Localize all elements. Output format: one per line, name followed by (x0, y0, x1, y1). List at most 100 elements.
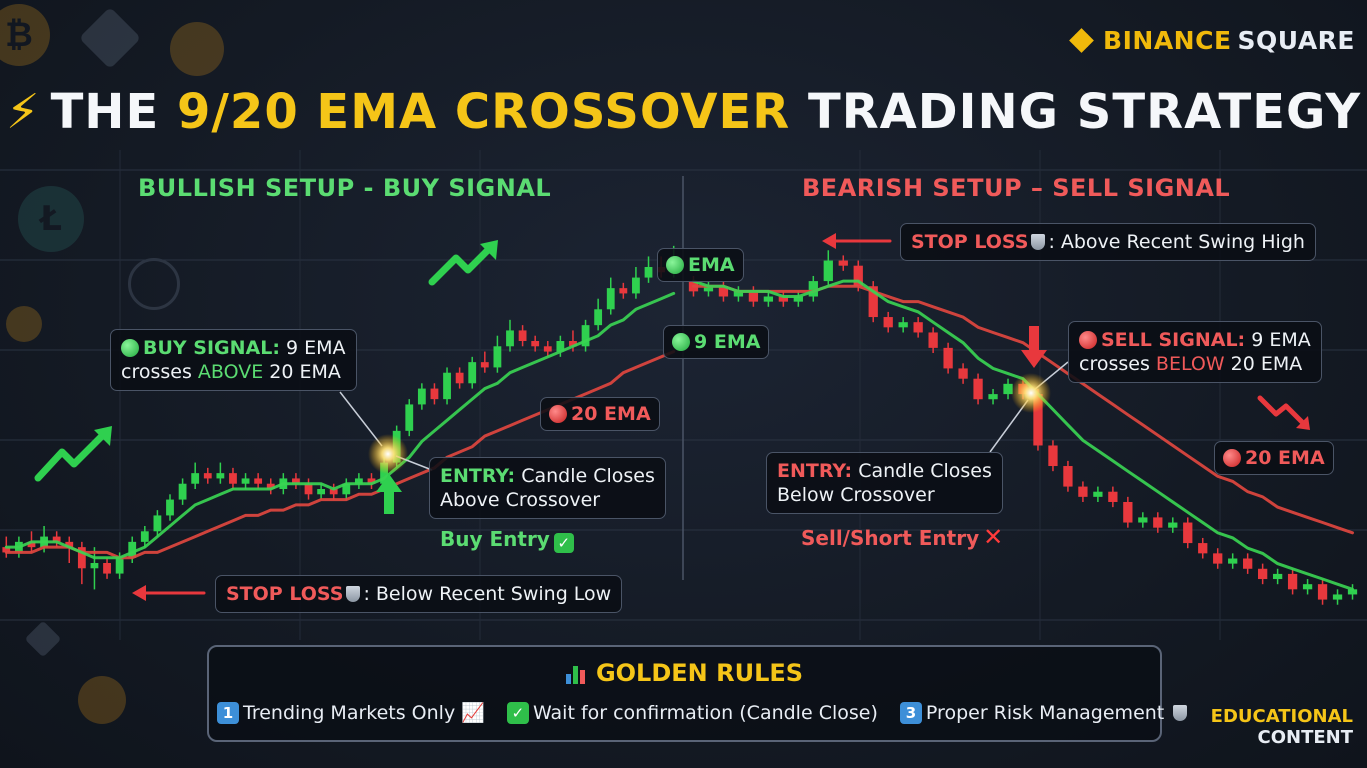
lightning-bolt-icon: ⚡ (5, 84, 41, 140)
sell-signal-text-2a: crosses (1079, 353, 1150, 375)
candle-body (1093, 491, 1103, 497)
entry-down-arrow-icon (1021, 326, 1047, 368)
buy-signal-text-2a: crosses (121, 361, 192, 383)
candle-body (569, 341, 577, 347)
candle-body (1243, 558, 1253, 569)
candle-body (417, 388, 426, 405)
trend-up-arrowhead (94, 426, 112, 446)
candle-body (823, 260, 833, 282)
shield-icon (346, 586, 361, 602)
bull-stop-label: STOP LOSS (226, 583, 344, 605)
check-icon: ✓ (553, 533, 574, 553)
ema20-label-bear: 20 EMA (1214, 441, 1334, 475)
trend-down-arrowhead (1296, 416, 1310, 430)
candle-body (883, 317, 893, 328)
red-dot-icon (1223, 449, 1241, 467)
candle-body (304, 483, 313, 495)
trend-chart-icon: 📈 (461, 702, 485, 724)
litecoin-icon: Ł (18, 186, 84, 252)
candle-body (748, 291, 759, 302)
ema9-label: 9 EMA (663, 325, 770, 359)
candle-body (1048, 445, 1058, 467)
bnb-coin-icon (170, 22, 224, 76)
brand-logo: BINANCE SQUARE (1069, 26, 1355, 55)
candle-body (838, 260, 848, 266)
candle-body (405, 404, 414, 431)
sell-signal-label: SELL SIGNAL: (1101, 329, 1246, 351)
cross-icon: ✕ (983, 523, 1004, 551)
candle-body (493, 346, 502, 368)
candle-body (342, 483, 351, 495)
title-part-1: THE (50, 84, 160, 140)
bear-stop-loss-callout: STOP LOSS: Above Recent Swing High (900, 223, 1316, 261)
candle-body (1003, 383, 1013, 395)
candle-body (1168, 522, 1178, 528)
rule-item-3: 3 Proper Risk Management (899, 702, 1190, 724)
buy-signal-text-2c: 20 EMA (269, 361, 341, 383)
bear-crossover-glow (1011, 373, 1051, 413)
trend-up-arrow-icon (34, 428, 110, 482)
bull-stop-loss-callout: STOP LOSS: Below Recent Swing Low (215, 575, 623, 613)
bear-entry-text-2: Below Crossover (777, 484, 935, 506)
bnb-coin-icon (78, 676, 126, 724)
candle-body (763, 296, 774, 302)
rule-item-2: ✓ Wait for confirmation (Candle Close) (506, 702, 878, 724)
candle-body (1123, 501, 1133, 523)
candle-body (266, 483, 275, 489)
candle-body (2, 547, 11, 553)
candle-body (594, 309, 603, 326)
candle-body (1198, 543, 1208, 554)
candle-body (973, 378, 983, 400)
candle-body (443, 372, 451, 400)
candle-body (166, 499, 174, 516)
candle-body (115, 557, 124, 574)
candle-body (1302, 584, 1313, 590)
bar-chart-icon (565, 662, 590, 684)
candle-body (1317, 584, 1328, 600)
candle-body (644, 267, 653, 278)
red-dot-icon (1079, 331, 1097, 349)
candle-body (1332, 594, 1343, 600)
candle-body (943, 347, 953, 369)
title-part-2: TRADING STRATEGY (807, 84, 1362, 140)
candle-body (229, 473, 237, 484)
buy-signal-callout: BUY SIGNAL: 9 EMA crosses ABOVE 20 EMA (110, 329, 357, 391)
trend-up-arrowhead (480, 240, 498, 260)
buy-entry-label: Buy Entry ✓ (440, 527, 574, 553)
candle-body (65, 541, 74, 548)
candle-body (128, 541, 137, 558)
stop-loss-arrowhead-bull (132, 585, 146, 601)
bear-stop-label: STOP LOSS (911, 231, 1029, 253)
buy-signal-text-2b: ABOVE (197, 361, 264, 383)
candle-body (241, 478, 250, 484)
candle-body (531, 341, 540, 347)
bull-entry-callout: ENTRY: Candle Closes Above Crossover (429, 457, 666, 519)
brand-word-2: SQUARE (1237, 26, 1355, 55)
candle-body (153, 515, 162, 532)
candle-body (1183, 522, 1193, 544)
candle-body (1258, 568, 1268, 580)
candle-body (506, 330, 514, 347)
green-dot-icon (666, 256, 684, 274)
number-1-icon: 1 (217, 702, 239, 724)
candle-body (354, 478, 363, 484)
candle-body (1078, 486, 1088, 497)
candle-body (1063, 466, 1073, 487)
candle-body (898, 322, 908, 328)
sell-signal-text-2c: 20 EMA (1230, 353, 1303, 375)
candle-body (52, 536, 61, 542)
candle-body (868, 286, 878, 318)
bnb-coin-icon (6, 306, 42, 342)
green-dot-icon (672, 333, 690, 351)
sell-signal-text-2b: BELOW (1155, 353, 1225, 375)
candle-body (292, 478, 300, 484)
candle-body (606, 288, 615, 310)
check-icon: ✓ (506, 702, 529, 724)
trend-down-arrow-icon (1257, 395, 1307, 427)
brand-word-1: BINANCE (1103, 26, 1232, 55)
trend-up-arrow-icon (428, 242, 496, 286)
candle-body (1108, 491, 1118, 502)
candle-body (317, 489, 326, 495)
candle-body (27, 541, 36, 548)
